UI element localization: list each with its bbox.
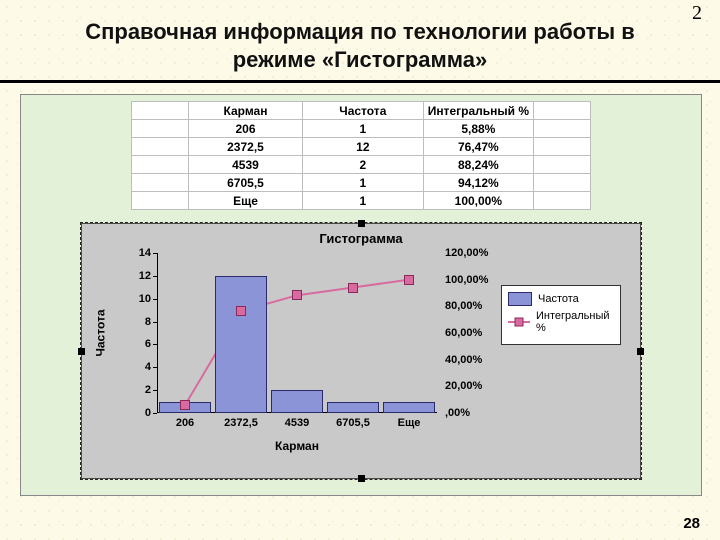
y-tick: 8 <box>145 316 151 328</box>
table-row: Еще 1 100,00% <box>132 192 591 210</box>
table-row: 206 1 5,88% <box>132 120 591 138</box>
cell: 2372,5 <box>189 138 303 156</box>
resize-handle-icon[interactable] <box>78 348 85 355</box>
cell: 6705,5 <box>189 174 303 192</box>
th-bin: Карман <box>189 102 303 120</box>
chart-title: Гистограмма <box>85 231 637 246</box>
x-tick-label: Еще <box>398 417 421 429</box>
title-line2: режиме «Гистограмма» <box>233 47 488 72</box>
y-tick: 0 <box>145 407 151 419</box>
x-tick-labels: 206 2372,5 4539 6705,5 Еще <box>157 417 437 435</box>
page-number: 28 <box>683 515 700 532</box>
y-tick: 14 <box>139 247 151 259</box>
cell: 12 <box>302 138 423 156</box>
line-marker <box>180 400 190 410</box>
table-header-row: Карман Частота Интегральный % <box>132 102 591 120</box>
resize-handle-icon[interactable] <box>358 220 365 227</box>
title-rule <box>0 80 720 83</box>
th-freq: Частота <box>302 102 423 120</box>
x-tick-label: 206 <box>176 417 194 429</box>
chart-area: Гистограмма Частота 0 2 4 6 8 10 12 14 ,00% 20,0… <box>85 227 637 475</box>
cell: 94,12% <box>423 174 533 192</box>
bar <box>327 402 380 413</box>
cell: 76,47% <box>423 138 533 156</box>
bar <box>215 276 268 413</box>
content-panel: Карман Частота Интегральный % 206 1 5,88… <box>20 94 702 496</box>
resize-handle-icon[interactable] <box>637 348 644 355</box>
cell: 1 <box>302 120 423 138</box>
cell: Еще <box>189 192 303 210</box>
slide: 2 Справочная информация по технологии ра… <box>0 0 720 540</box>
table-blank <box>534 102 591 120</box>
legend-label: Частота <box>538 293 579 305</box>
cell: 5,88% <box>423 120 533 138</box>
y2-axis-ticks: ,00%20,00%40,00%60,00%80,00%100,00%120,0… <box>443 253 503 413</box>
y-tick: 12 <box>139 270 151 282</box>
table-row: 6705,5 1 94,12% <box>132 174 591 192</box>
y2-tick: 20,00% <box>445 380 482 392</box>
line-marker <box>236 306 246 316</box>
x-tick-label: 6705,5 <box>336 417 370 429</box>
chart-object[interactable]: Гистограмма Частота 0 2 4 6 8 10 12 14 ,00% 20,0… <box>81 223 641 479</box>
y-axis-ticks: 02468101214 <box>121 253 153 413</box>
histogram-table: Карман Частота Интегральный % 206 1 5,88… <box>131 101 591 210</box>
plot-area <box>157 253 437 413</box>
x-tick-label: 2372,5 <box>224 417 258 429</box>
bar <box>383 402 436 413</box>
legend-swatch-line-icon <box>508 316 530 328</box>
page-title: Справочная информация по технологии рабо… <box>0 18 720 73</box>
y-tick: 4 <box>145 361 151 373</box>
bar <box>271 390 324 413</box>
title-line1: Справочная информация по технологии рабо… <box>85 19 635 44</box>
y2-tick: 40,00% <box>445 354 482 366</box>
y2-tick: 60,00% <box>445 327 482 339</box>
y2-tick: ,00% <box>445 407 470 419</box>
cell: 206 <box>189 120 303 138</box>
y2-tick: 120,00% <box>445 247 488 259</box>
y-tick: 6 <box>145 338 151 350</box>
line-marker <box>292 290 302 300</box>
legend-item: Интегральный % <box>508 310 614 334</box>
resize-handle-icon[interactable] <box>358 475 365 482</box>
y-tick: 10 <box>139 293 151 305</box>
table-row: 4539 2 88,24% <box>132 156 591 174</box>
line-series <box>157 253 437 413</box>
legend-swatch-bar-icon <box>508 292 532 306</box>
th-cum: Интегральный % <box>423 102 533 120</box>
y-tick: 2 <box>145 384 151 396</box>
cell: 1 <box>302 192 423 210</box>
cell: 1 <box>302 174 423 192</box>
table-blank <box>132 102 189 120</box>
y2-tick: 80,00% <box>445 300 482 312</box>
cell: 4539 <box>189 156 303 174</box>
table-row: 2372,5 12 76,47% <box>132 138 591 156</box>
cell: 2 <box>302 156 423 174</box>
cell: 100,00% <box>423 192 533 210</box>
y-axis-label: Частота <box>91 253 111 413</box>
x-axis-label: Карман <box>157 439 437 453</box>
legend-label: Интегральный % <box>536 310 614 334</box>
line-marker <box>348 283 358 293</box>
line-marker <box>404 275 414 285</box>
y2-tick: 100,00% <box>445 274 488 286</box>
cell: 88,24% <box>423 156 533 174</box>
legend: Частота Интегральный % <box>501 285 621 345</box>
x-tick-label: 4539 <box>285 417 309 429</box>
legend-item: Частота <box>508 292 614 306</box>
